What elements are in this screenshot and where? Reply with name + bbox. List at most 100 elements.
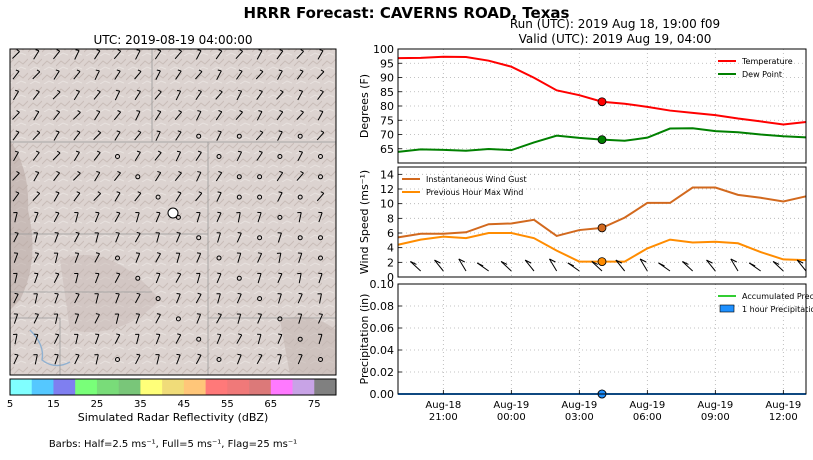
wind-barb-staff <box>195 354 202 365</box>
wind-barb-staff <box>278 354 282 365</box>
wind-barb-flag <box>237 89 242 92</box>
wind-barb-flag <box>137 130 142 133</box>
wind-barb-staff <box>591 261 603 272</box>
wind-barb-staff <box>176 253 181 263</box>
wind-barb-staff <box>434 259 444 272</box>
wind-barb-staff <box>74 233 80 243</box>
wind-barb-flag <box>258 150 263 153</box>
wind-barb-flag <box>157 150 162 154</box>
wind-barb-staff <box>12 51 20 59</box>
wind-barb-staff <box>94 50 101 60</box>
wind-barb-flag <box>218 49 223 52</box>
wind-barb-flag <box>796 259 804 264</box>
wind-barb-flag <box>434 259 441 264</box>
wind-barb-flag <box>115 89 120 92</box>
wind-barb-flag <box>16 110 20 113</box>
wind-barb-staff <box>34 273 39 284</box>
wind-barb-flag <box>116 211 121 214</box>
wind-barb-staff <box>524 259 535 272</box>
wind-barb-flag <box>298 150 303 153</box>
wind-barb-flag <box>36 130 41 134</box>
wind-barb-staff <box>73 192 81 202</box>
wind-barb-flag <box>197 49 202 52</box>
wind-barb-flag <box>36 69 41 73</box>
wind-barb-staff <box>75 334 79 345</box>
calm-wind-circle <box>115 154 120 159</box>
wind-barb-staff <box>53 192 60 202</box>
x-tick-label-time: 21:00 <box>429 412 458 423</box>
wind-barb-staff <box>297 293 303 304</box>
y-tick-label: 90 <box>380 72 394 85</box>
wind-barb-staff <box>256 152 263 161</box>
wind-barb-flag <box>197 171 201 173</box>
wind-barb-staff <box>236 334 243 344</box>
wind-barb-staff <box>276 50 284 60</box>
wind-barb-staff <box>114 273 121 283</box>
calm-wind-circle <box>257 296 263 302</box>
y-tick-label: 0.06 <box>370 322 395 335</box>
wind-barb-staff <box>114 70 121 80</box>
wind-barb-flag <box>177 191 182 194</box>
wind-barb-flag <box>591 261 598 265</box>
wind-barb-flag <box>14 150 19 153</box>
wind-barb-flag <box>258 110 263 112</box>
wind-barb-flag <box>299 69 304 72</box>
terrain-shade-west <box>10 140 33 310</box>
wind-barb-staff <box>257 253 263 263</box>
calm-wind-circle <box>318 235 323 241</box>
wind-barb-flag <box>76 69 81 72</box>
wind-barb-flag <box>15 130 20 133</box>
calm-wind-circle <box>297 235 303 241</box>
wind-barb-staff <box>155 131 161 141</box>
wind-barb-staff <box>114 90 121 101</box>
wind-barb-flag <box>14 292 19 295</box>
wind-barb-flag <box>682 261 689 265</box>
wind-barb-staff <box>317 111 324 121</box>
wind-barb-flag <box>35 110 40 113</box>
calm-wind-circle <box>236 194 242 200</box>
wind-barb-staff <box>114 192 121 202</box>
wind-barb-staff <box>53 111 61 121</box>
wind-barb-flag <box>96 170 100 173</box>
map-panel <box>9 48 337 376</box>
wind-barb-flag <box>176 232 181 234</box>
wind-barb-flag <box>217 272 222 275</box>
wind-barb-staff <box>135 212 140 223</box>
wind-barb-staff <box>277 334 283 344</box>
calm-wind-circle <box>175 214 181 220</box>
wind-barb-flag <box>237 150 242 153</box>
wind-barb-staff <box>682 261 694 272</box>
wind-barb-staff <box>296 51 304 59</box>
calm-wind-circle <box>175 316 181 322</box>
wind-barb-staff <box>73 131 81 141</box>
wind-barb-staff <box>316 132 325 141</box>
wind-barb-staff <box>196 212 201 223</box>
wind-barb-flag <box>55 333 59 336</box>
x-tick-label-date: Aug-19 <box>765 400 801 411</box>
wind-barb-flag <box>178 49 182 52</box>
calm-wind-circle <box>257 235 263 241</box>
wind-barb-flag <box>658 262 665 267</box>
wind-barb-staff <box>14 334 18 345</box>
panel-frame <box>397 48 807 164</box>
calm-wind-circle <box>318 174 323 180</box>
wind-barb-staff <box>34 232 38 243</box>
wind-barb-flag <box>319 110 324 113</box>
wind-barb-flag <box>158 89 162 93</box>
current-time-marker <box>597 135 607 145</box>
wind-barb-staff <box>276 172 284 182</box>
wind-barb-staff <box>12 172 20 181</box>
wind-barb-flag <box>16 49 20 52</box>
wind-barb-flag <box>76 130 81 133</box>
wind-barb-staff <box>155 314 161 324</box>
wind-barb-flag <box>116 69 121 72</box>
wind-barb-staff <box>277 131 283 141</box>
wind-barb-staff <box>175 131 182 141</box>
panel-frame <box>397 166 807 278</box>
wind-barb-staff <box>255 71 264 80</box>
wind-barb-staff <box>298 212 302 223</box>
wind-barb-staff <box>195 111 202 121</box>
wind-barb-flag <box>177 130 182 133</box>
wind-barb-staff <box>73 172 81 181</box>
